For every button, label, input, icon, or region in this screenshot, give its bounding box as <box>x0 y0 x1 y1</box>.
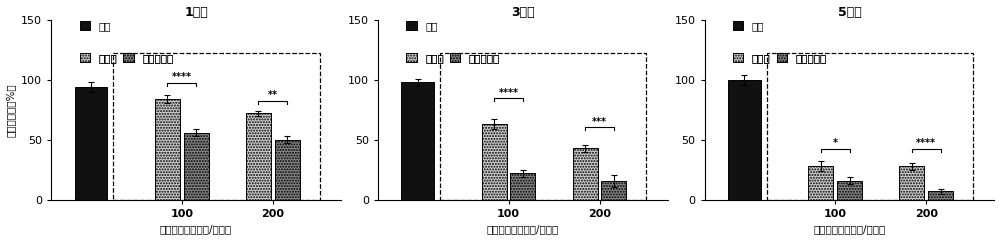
Bar <box>155 99 180 200</box>
Bar <box>808 166 833 200</box>
Bar <box>401 82 434 200</box>
Bar <box>510 174 535 200</box>
Bar <box>728 80 761 200</box>
Bar <box>767 53 973 200</box>
Bar <box>246 113 271 200</box>
Text: ***: *** <box>592 117 607 127</box>
Legend: 三氯生, 聚合物胶束: 三氯生, 聚合物胶束 <box>80 53 173 63</box>
Bar <box>899 166 924 200</box>
Text: *: * <box>833 138 838 148</box>
Title: 1小时: 1小时 <box>184 6 208 18</box>
X-axis label: 三氯生浓度（微克/毫升）: 三氯生浓度（微克/毫升） <box>160 224 232 234</box>
Legend: 三氯生, 聚合物胶束: 三氯生, 聚合物胶束 <box>733 53 827 63</box>
Bar <box>275 140 300 200</box>
Bar <box>928 192 953 200</box>
Bar <box>573 148 598 200</box>
Text: ****: **** <box>499 88 519 98</box>
Bar <box>75 87 107 200</box>
X-axis label: 三氯生浓度（微克/毫升）: 三氯生浓度（微克/毫升） <box>813 224 886 234</box>
Bar <box>184 133 209 200</box>
Bar <box>113 53 320 200</box>
Bar <box>482 124 507 200</box>
Text: **: ** <box>268 90 278 100</box>
Legend: 三氯生, 聚合物胶束: 三氯生, 聚合物胶束 <box>406 53 500 63</box>
Bar <box>837 181 862 200</box>
Title: 3小时: 3小时 <box>511 6 535 18</box>
Title: 5小时: 5小时 <box>838 6 861 18</box>
Bar <box>601 181 626 200</box>
Bar <box>440 53 646 200</box>
Text: ****: **** <box>172 72 192 82</box>
Y-axis label: 细菌存活率（%）: 细菌存活率（%） <box>6 83 16 137</box>
X-axis label: 三氯生浓度（微克/毫升）: 三氯生浓度（微克/毫升） <box>487 224 559 234</box>
Text: ****: **** <box>916 138 936 148</box>
